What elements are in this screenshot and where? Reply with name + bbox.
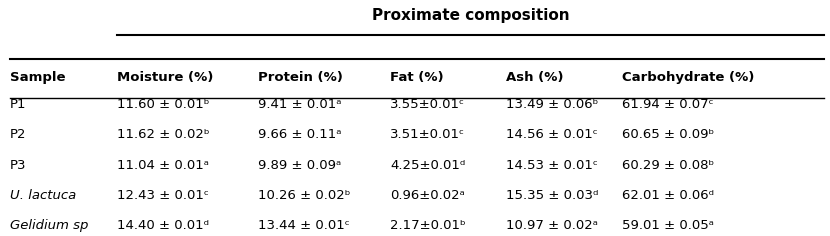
Text: 13.44 ± 0.01ᶜ: 13.44 ± 0.01ᶜ <box>258 219 349 232</box>
Text: 62.01 ± 0.06ᵈ: 62.01 ± 0.06ᵈ <box>622 189 714 202</box>
Text: 13.49 ± 0.06ᵇ: 13.49 ± 0.06ᵇ <box>506 98 598 111</box>
Text: 14.40 ± 0.01ᵈ: 14.40 ± 0.01ᵈ <box>117 219 209 232</box>
Text: Ash (%): Ash (%) <box>506 71 564 84</box>
Text: 9.66 ± 0.11ᵃ: 9.66 ± 0.11ᵃ <box>258 128 341 141</box>
Text: 11.60 ± 0.01ᵇ: 11.60 ± 0.01ᵇ <box>117 98 210 111</box>
Text: P2: P2 <box>10 128 27 141</box>
Text: 10.26 ± 0.02ᵇ: 10.26 ± 0.02ᵇ <box>258 189 350 202</box>
Text: 12.43 ± 0.01ᶜ: 12.43 ± 0.01ᶜ <box>117 189 209 202</box>
Text: 0.96±0.02ᵃ: 0.96±0.02ᵃ <box>390 189 465 202</box>
Text: Sample: Sample <box>10 71 66 84</box>
Text: 14.53 ± 0.01ᶜ: 14.53 ± 0.01ᶜ <box>506 159 598 172</box>
Text: Proximate composition: Proximate composition <box>372 8 569 23</box>
Text: Carbohydrate (%): Carbohydrate (%) <box>622 71 754 84</box>
Text: 9.89 ± 0.09ᵃ: 9.89 ± 0.09ᵃ <box>258 159 341 172</box>
Text: 11.04 ± 0.01ᵃ: 11.04 ± 0.01ᵃ <box>117 159 209 172</box>
Text: 3.55±0.01ᶜ: 3.55±0.01ᶜ <box>390 98 465 111</box>
Text: 60.29 ± 0.08ᵇ: 60.29 ± 0.08ᵇ <box>622 159 714 172</box>
Text: 15.35 ± 0.03ᵈ: 15.35 ± 0.03ᵈ <box>506 189 598 202</box>
Text: Fat (%): Fat (%) <box>390 71 444 84</box>
Text: P3: P3 <box>10 159 27 172</box>
Text: 61.94 ± 0.07ᶜ: 61.94 ± 0.07ᶜ <box>622 98 714 111</box>
Text: 11.62 ± 0.02ᵇ: 11.62 ± 0.02ᵇ <box>117 128 210 141</box>
Text: Moisture (%): Moisture (%) <box>117 71 213 84</box>
Text: Protein (%): Protein (%) <box>258 71 343 84</box>
Text: 10.97 ± 0.02ᵃ: 10.97 ± 0.02ᵃ <box>506 219 598 232</box>
Text: 60.65 ± 0.09ᵇ: 60.65 ± 0.09ᵇ <box>622 128 714 141</box>
Text: U. lactuca: U. lactuca <box>10 189 76 202</box>
Text: 2.17±0.01ᵇ: 2.17±0.01ᵇ <box>390 219 466 232</box>
Text: 14.56 ± 0.01ᶜ: 14.56 ± 0.01ᶜ <box>506 128 598 141</box>
Text: 4.25±0.01ᵈ: 4.25±0.01ᵈ <box>390 159 466 172</box>
Text: Gelidium sp: Gelidium sp <box>10 219 88 232</box>
Text: 9.41 ± 0.01ᵃ: 9.41 ± 0.01ᵃ <box>258 98 341 111</box>
Text: 59.01 ± 0.05ᵃ: 59.01 ± 0.05ᵃ <box>622 219 714 232</box>
Text: P1: P1 <box>10 98 27 111</box>
Text: 3.51±0.01ᶜ: 3.51±0.01ᶜ <box>390 128 465 141</box>
